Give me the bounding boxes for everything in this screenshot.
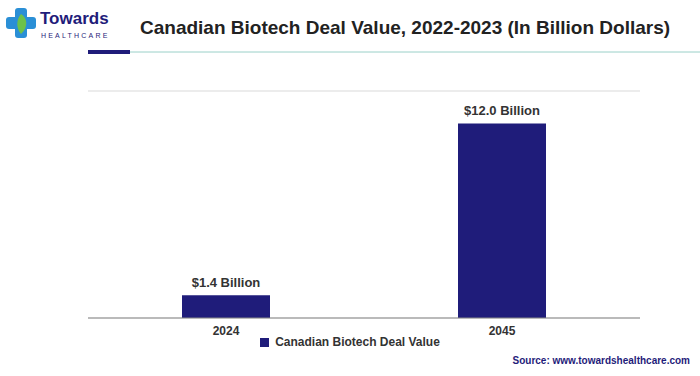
svg-text:$1.4 Billion: $1.4 Billion (192, 275, 261, 290)
svg-text:$12.0 Billion: $12.0 Billion (464, 103, 540, 118)
svg-text:Canadian Biotech Deal Value, 2: Canadian Biotech Deal Value, 2022-2023 (… (140, 17, 670, 38)
svg-text:2024: 2024 (213, 324, 240, 338)
svg-text:2045: 2045 (489, 324, 516, 338)
svg-text:HEALTHCARE: HEALTHCARE (41, 32, 110, 39)
html-text:Canadian Biotech Deal Value: Canadian Biotech Deal Value (275, 335, 440, 349)
html-text:Source: www.towardshealthcare.: Source: www.towardshealthcare.com (512, 355, 690, 366)
svg-text:Towards: Towards (40, 9, 109, 28)
